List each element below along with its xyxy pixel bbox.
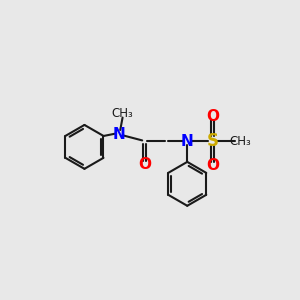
Text: O: O (206, 109, 219, 124)
Text: N: N (113, 127, 125, 142)
Text: CH₃: CH₃ (230, 135, 251, 148)
Text: CH₃: CH₃ (112, 107, 134, 120)
Text: O: O (206, 158, 219, 173)
Text: O: O (138, 158, 151, 172)
Text: N: N (181, 134, 194, 148)
Text: S: S (207, 132, 219, 150)
